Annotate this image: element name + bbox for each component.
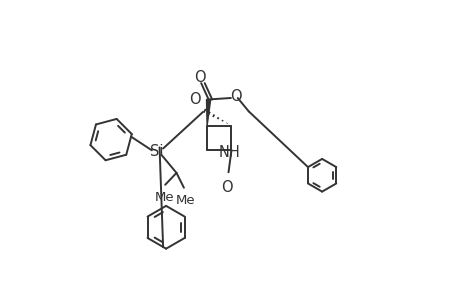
Text: O: O: [188, 92, 200, 107]
Polygon shape: [206, 99, 210, 126]
Text: O: O: [221, 180, 233, 195]
Text: Si: Si: [150, 144, 163, 159]
Text: O: O: [230, 89, 241, 104]
Text: Me: Me: [175, 194, 195, 207]
Text: Me: Me: [155, 191, 174, 204]
Text: O: O: [194, 70, 206, 85]
Text: NH: NH: [218, 145, 240, 160]
